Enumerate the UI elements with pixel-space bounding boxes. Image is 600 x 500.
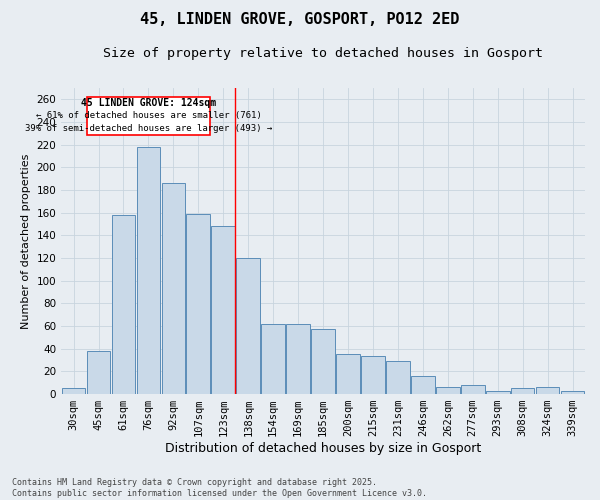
Bar bbox=[137, 147, 160, 394]
Bar bbox=[62, 388, 85, 394]
Bar bbox=[461, 385, 485, 394]
Bar bbox=[486, 390, 509, 394]
Bar bbox=[187, 214, 210, 394]
Bar bbox=[411, 376, 434, 394]
Bar bbox=[86, 351, 110, 394]
Bar bbox=[361, 356, 385, 394]
Bar bbox=[262, 324, 285, 394]
Text: Contains HM Land Registry data © Crown copyright and database right 2025.
Contai: Contains HM Land Registry data © Crown c… bbox=[12, 478, 427, 498]
Text: ← 61% of detached houses are smaller (761): ← 61% of detached houses are smaller (76… bbox=[35, 112, 262, 120]
Text: 45 LINDEN GROVE: 124sqm: 45 LINDEN GROVE: 124sqm bbox=[81, 98, 216, 108]
Bar bbox=[436, 388, 460, 394]
Bar bbox=[112, 215, 136, 394]
Bar bbox=[311, 330, 335, 394]
Bar bbox=[386, 361, 410, 394]
Bar bbox=[286, 324, 310, 394]
Bar bbox=[511, 388, 535, 394]
Bar bbox=[336, 354, 360, 394]
Bar bbox=[161, 184, 185, 394]
Bar bbox=[211, 226, 235, 394]
Y-axis label: Number of detached properties: Number of detached properties bbox=[21, 154, 31, 329]
Bar bbox=[560, 390, 584, 394]
Bar bbox=[236, 258, 260, 394]
Title: Size of property relative to detached houses in Gosport: Size of property relative to detached ho… bbox=[103, 48, 543, 60]
Text: 39% of semi-detached houses are larger (493) →: 39% of semi-detached houses are larger (… bbox=[25, 124, 272, 133]
X-axis label: Distribution of detached houses by size in Gosport: Distribution of detached houses by size … bbox=[165, 442, 481, 455]
FancyBboxPatch shape bbox=[88, 97, 209, 134]
Bar bbox=[536, 388, 559, 394]
Text: 45, LINDEN GROVE, GOSPORT, PO12 2ED: 45, LINDEN GROVE, GOSPORT, PO12 2ED bbox=[140, 12, 460, 28]
